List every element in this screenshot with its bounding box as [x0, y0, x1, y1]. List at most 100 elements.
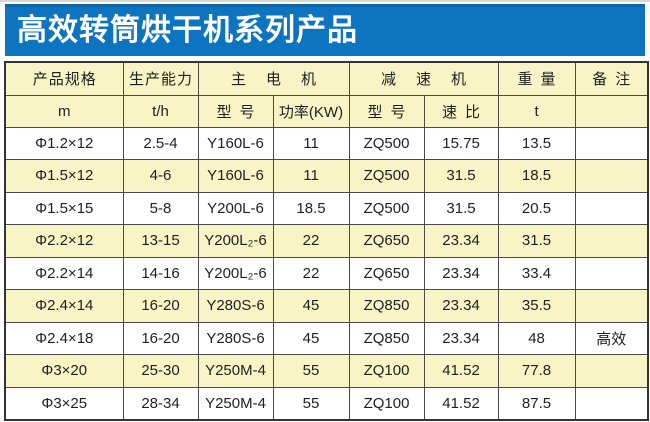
table-row: Φ1.5×15 5-8 Y200L-6 18.5 ZQ500 31.5 20.5 [4, 191, 649, 225]
subheader-empty [574, 94, 649, 128]
cell-capacity: 25-30 [122, 354, 199, 388]
cell-speed-ratio: 15.75 [423, 126, 499, 160]
cell-weight: 87.5 [497, 386, 576, 420]
cell-capacity: 14-16 [122, 256, 199, 290]
cell-speed-ratio: 31.5 [423, 191, 499, 225]
cell-motor-model: Y200L-6 [197, 191, 274, 225]
table-row: Φ1.2×12 2.5-4 Y160L-6 11 ZQ500 15.75 13.… [4, 126, 649, 160]
cell-motor-power: 22 [272, 256, 350, 290]
header-weight: 重量 [497, 61, 576, 96]
table-row: Φ3×25 28-34 Y250M-4 55 ZQ100 41.52 87.5 [4, 386, 649, 420]
cell-reducer-model: ZQ500 [348, 126, 425, 160]
cell-weight: 33.4 [497, 256, 576, 290]
subheader-reducer-model: 型号 [348, 94, 425, 128]
cell-capacity: 2.5-4 [122, 126, 199, 160]
cell-reducer-model: ZQ500 [348, 191, 425, 225]
cell-motor-power: 55 [272, 354, 350, 388]
cell-spec: Φ2.4×14 [4, 289, 124, 323]
cell-remark [574, 289, 649, 323]
subheader-unit-th: t/h [122, 94, 199, 128]
cell-remark [574, 256, 649, 290]
cell-speed-ratio: 23.34 [423, 224, 499, 258]
cell-spec: Φ3×25 [4, 386, 124, 420]
cell-motor-power: 18.5 [272, 191, 350, 225]
cell-reducer-model: ZQ500 [348, 159, 425, 193]
cell-remark [574, 126, 649, 160]
table-row: Φ1.5×12 4-6 Y160L-6 11 ZQ500 31.5 18.5 [4, 159, 649, 193]
header-remarks: 备注 [574, 61, 649, 96]
header-product-spec: 产品规格 [4, 61, 124, 96]
cell-motor-model: Y200L₂-6 [197, 256, 274, 290]
cell-weight: 18.5 [497, 159, 576, 193]
cell-remark [574, 159, 649, 193]
cell-motor-model: Y280S-6 [197, 321, 274, 355]
cell-motor-power: 22 [272, 224, 350, 258]
cell-reducer-model: ZQ850 [348, 321, 425, 355]
cell-capacity: 13-15 [122, 224, 199, 258]
cell-capacity: 5-8 [122, 191, 199, 225]
header-reducer: 减速机 [348, 61, 499, 96]
cell-speed-ratio: 31.5 [423, 159, 499, 193]
subheader-speed-ratio: 速比 [423, 94, 499, 128]
cell-motor-power: 45 [272, 321, 350, 355]
cell-weight: 13.5 [497, 126, 576, 160]
cell-reducer-model: ZQ650 [348, 256, 425, 290]
cell-speed-ratio: 23.34 [423, 321, 499, 355]
cell-reducer-model: ZQ100 [348, 386, 425, 420]
cell-reducer-model: ZQ650 [348, 224, 425, 258]
cell-speed-ratio: 23.34 [423, 256, 499, 290]
cell-remark [574, 386, 649, 420]
table-row: Φ2.4×18 16-20 Y280S-6 45 ZQ850 23.34 48 … [4, 321, 649, 355]
cell-remark: 高效 [574, 321, 649, 355]
cell-capacity: 28-34 [122, 386, 199, 420]
cell-spec: Φ2.4×18 [4, 321, 124, 355]
cell-weight: 31.5 [497, 224, 576, 258]
cell-motor-power: 45 [272, 289, 350, 323]
cell-motor-power: 11 [272, 159, 350, 193]
header-capacity: 生产能力 [122, 61, 199, 96]
cell-speed-ratio: 41.52 [423, 386, 499, 420]
cell-motor-model: Y160L-6 [197, 159, 274, 193]
cell-remark [574, 354, 649, 388]
cell-spec: Φ1.2×12 [4, 126, 124, 160]
cell-speed-ratio: 41.52 [423, 354, 499, 388]
cell-motor-model: Y280S-6 [197, 289, 274, 323]
page-title: 高效转筒烘干机系列产品 [17, 13, 358, 47]
subheader-unit-m: m [4, 94, 124, 128]
cell-capacity: 16-20 [122, 321, 199, 355]
subheader-motor-model: 型号 [197, 94, 274, 128]
cell-motor-power: 11 [272, 126, 350, 160]
title-banner: 高效转筒烘干机系列产品 [5, 4, 645, 56]
cell-motor-model: Y200L₂-6 [197, 224, 274, 258]
cell-spec: Φ1.5×15 [4, 191, 124, 225]
cell-remark [574, 191, 649, 225]
cell-weight: 35.5 [497, 289, 576, 323]
cell-capacity: 16-20 [122, 289, 199, 323]
table-row: Φ2.2×12 13-15 Y200L₂-6 22 ZQ650 23.34 31… [4, 224, 649, 258]
product-spec-table: 产品规格 生产能力 主电机 减速机 重量 备注 m t/h 型号 功率(KW) … [4, 61, 650, 421]
cell-reducer-model: ZQ100 [348, 354, 425, 388]
cell-capacity: 4-6 [122, 159, 199, 193]
cell-weight: 48 [497, 321, 576, 355]
cell-spec: Φ2.2×14 [4, 256, 124, 290]
cell-motor-power: 55 [272, 386, 350, 420]
cell-motor-model: Y250M-4 [197, 354, 274, 388]
table-row: Φ2.4×14 16-20 Y280S-6 45 ZQ850 23.34 35.… [4, 289, 649, 323]
table-row: Φ3×20 25-30 Y250M-4 55 ZQ100 41.52 77.8 [4, 354, 649, 388]
subheader-motor-power: 功率(KW) [272, 94, 350, 128]
cell-remark [574, 224, 649, 258]
cell-spec: Φ2.2×12 [4, 224, 124, 258]
cell-weight: 20.5 [497, 191, 576, 225]
table-header-group-row: 产品规格 生产能力 主电机 减速机 重量 备注 [4, 61, 649, 96]
cell-motor-model: Y160L-6 [197, 126, 274, 160]
cell-spec: Φ1.5×12 [4, 159, 124, 193]
cell-spec: Φ3×20 [4, 354, 124, 388]
header-main-motor: 主电机 [197, 61, 350, 96]
subheader-unit-t: t [497, 94, 576, 128]
table-header-sub-row: m t/h 型号 功率(KW) 型号 速比 t [4, 94, 649, 128]
cell-speed-ratio: 23.34 [423, 289, 499, 323]
cell-motor-model: Y250M-4 [197, 386, 274, 420]
cell-reducer-model: ZQ850 [348, 289, 425, 323]
table-row: Φ2.2×14 14-16 Y200L₂-6 22 ZQ650 23.34 33… [4, 256, 649, 290]
